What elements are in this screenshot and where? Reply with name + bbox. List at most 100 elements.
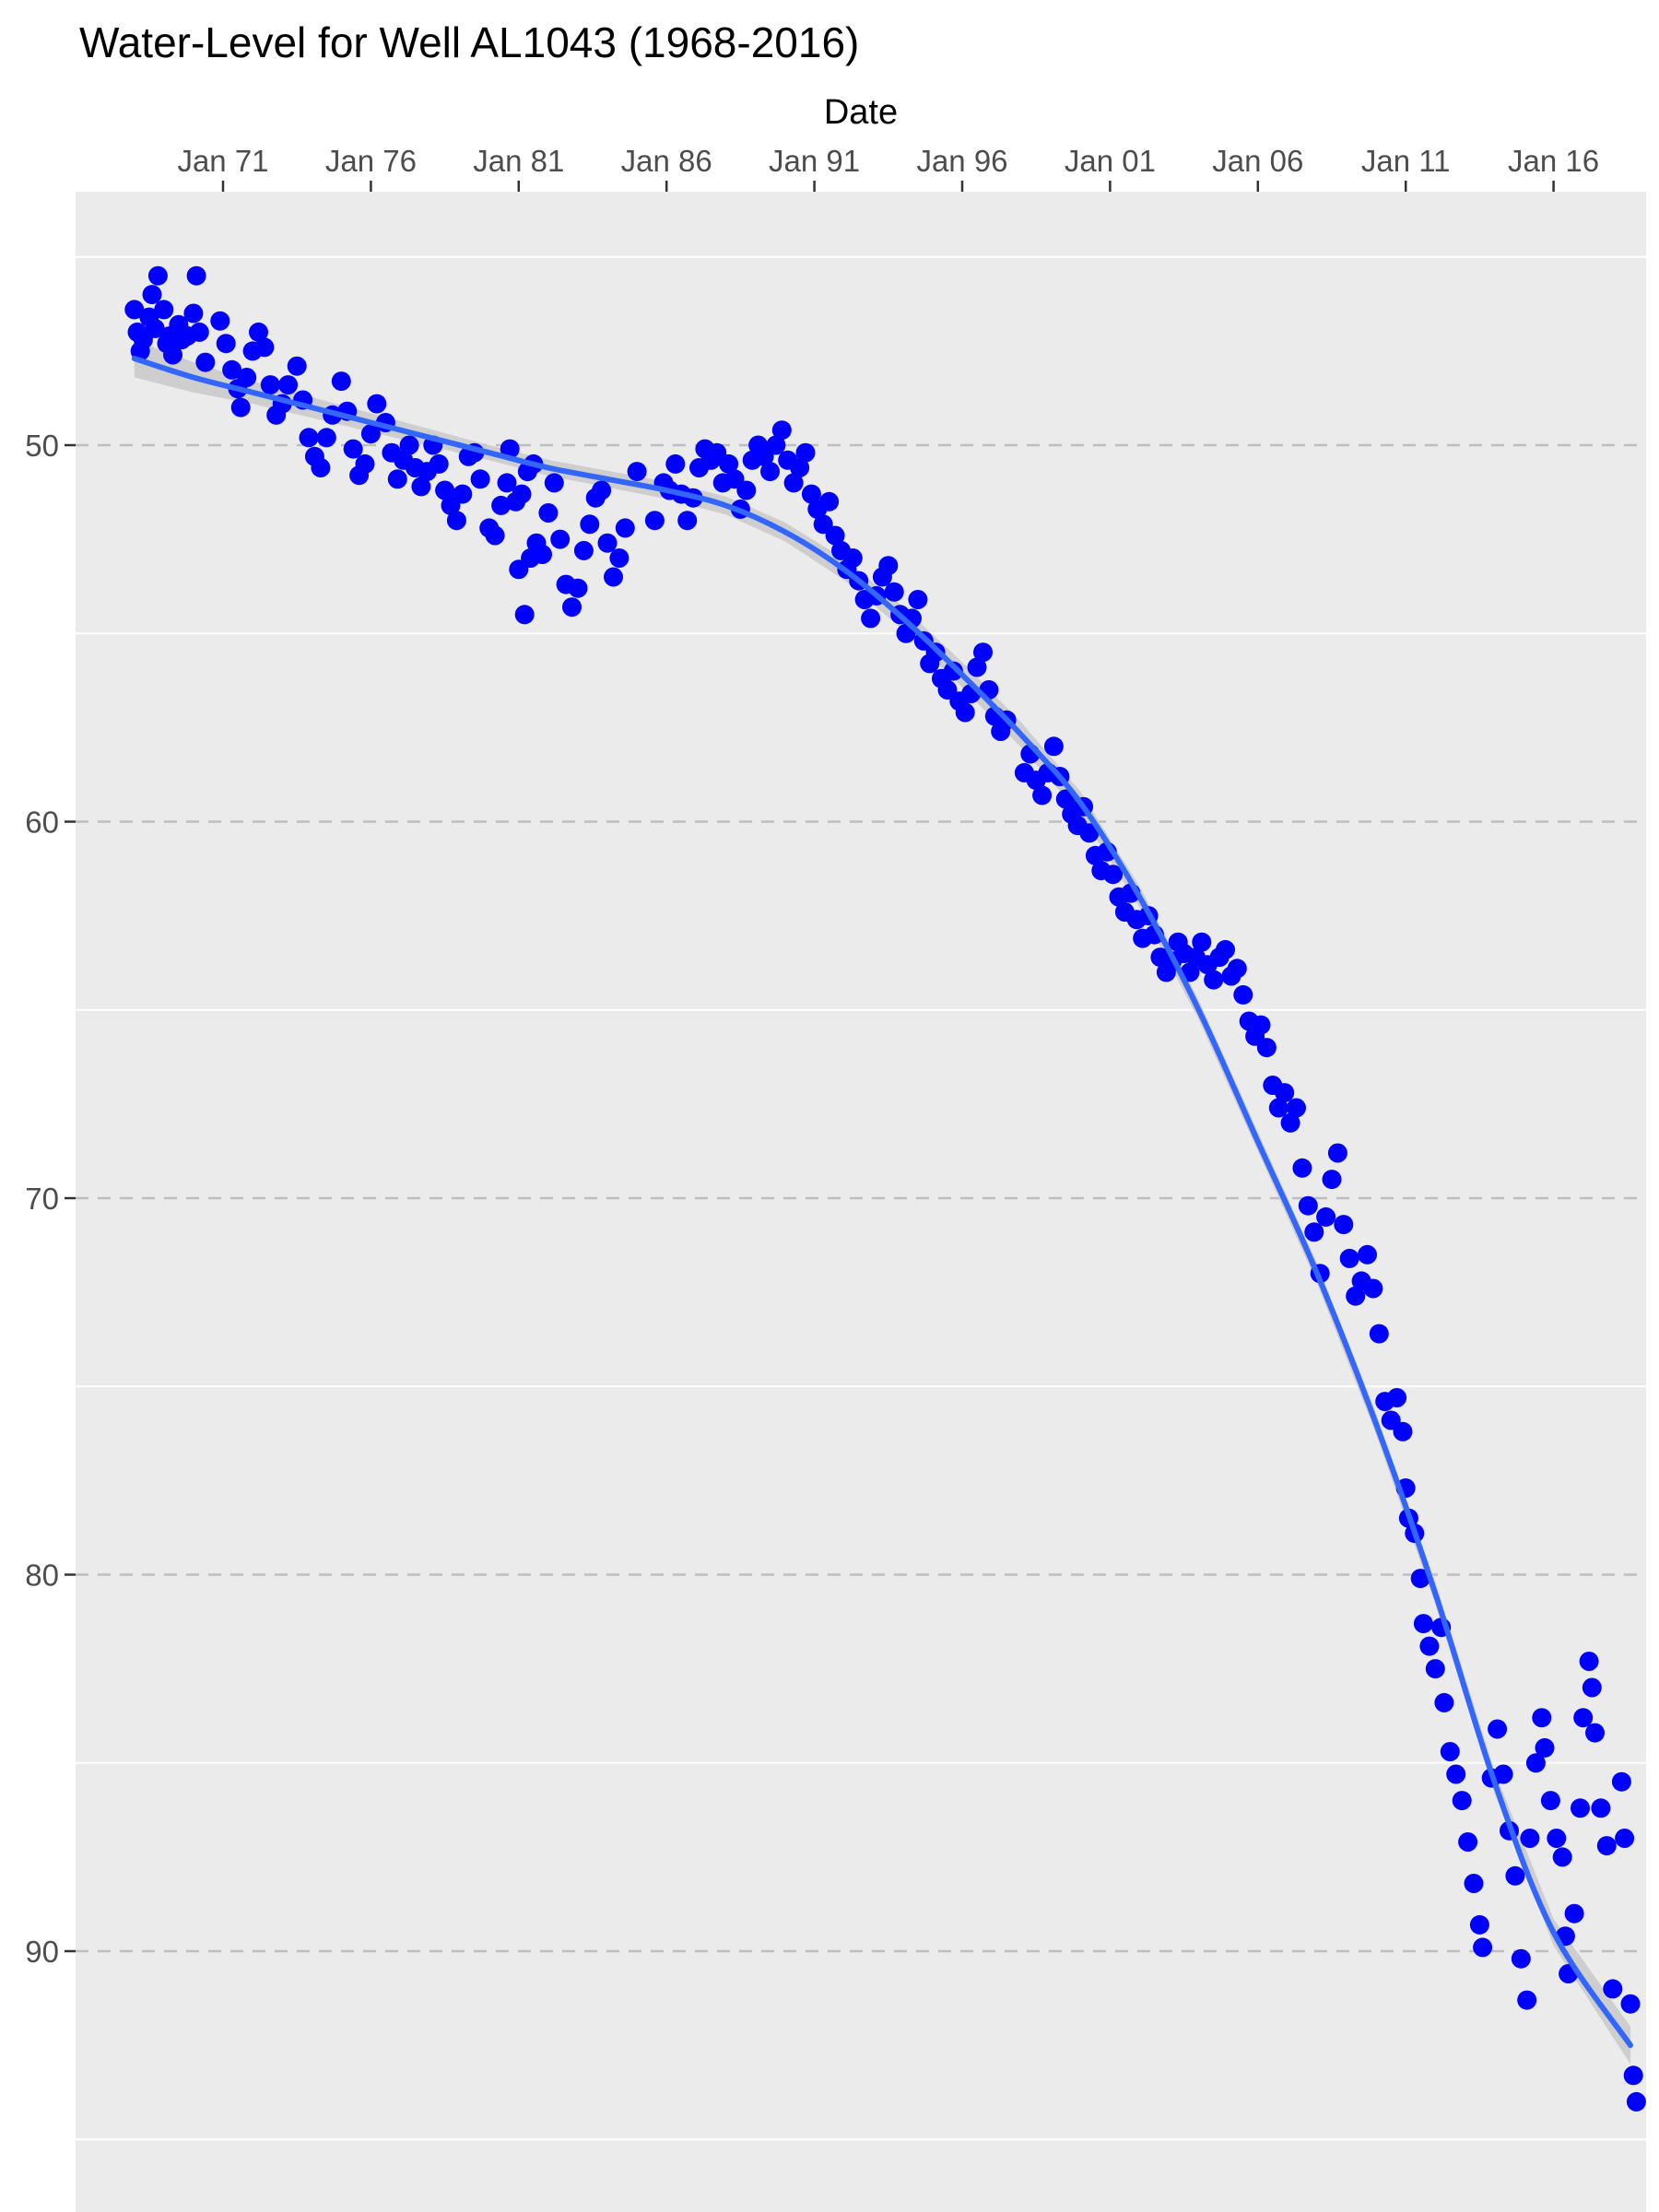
data-point bbox=[1393, 1421, 1413, 1441]
data-point bbox=[311, 458, 331, 477]
data-point bbox=[278, 375, 299, 395]
data-point bbox=[446, 511, 466, 531]
data-point bbox=[604, 567, 623, 587]
x-axis-title: Date bbox=[824, 93, 898, 132]
data-point bbox=[1103, 865, 1124, 885]
data-point bbox=[1363, 1278, 1383, 1299]
data-point bbox=[1511, 1948, 1531, 1969]
data-point bbox=[1280, 1112, 1300, 1133]
data-point bbox=[355, 453, 375, 474]
data-point bbox=[819, 491, 840, 512]
data-point bbox=[943, 661, 963, 681]
data-point bbox=[1573, 1708, 1594, 1728]
data-point bbox=[429, 453, 449, 474]
data-point bbox=[1620, 1994, 1641, 2014]
grid-lines bbox=[76, 255, 1646, 2141]
data-point bbox=[147, 265, 168, 286]
data-point bbox=[1346, 1286, 1366, 1306]
data-point bbox=[609, 548, 629, 568]
data-point bbox=[299, 428, 319, 448]
x-tick-label: Jan 86 bbox=[621, 144, 712, 178]
data-point bbox=[183, 303, 204, 324]
data-point bbox=[1540, 1791, 1560, 1811]
data-point bbox=[1571, 1798, 1590, 1818]
data-point bbox=[1525, 1753, 1546, 1773]
plot-panel bbox=[76, 192, 1646, 2212]
data-point bbox=[470, 469, 490, 489]
data-point bbox=[1322, 1170, 1342, 1190]
data-point bbox=[1334, 1215, 1354, 1235]
data-point bbox=[1043, 736, 1064, 757]
data-point bbox=[186, 265, 206, 286]
data-point bbox=[1488, 1719, 1508, 1739]
data-point bbox=[550, 529, 571, 549]
data-point bbox=[1603, 1979, 1623, 1999]
data-point bbox=[801, 484, 821, 504]
data-point bbox=[287, 356, 307, 376]
data-point bbox=[665, 453, 686, 474]
data-point bbox=[1535, 1737, 1555, 1758]
data-point bbox=[719, 453, 739, 474]
data-point bbox=[145, 318, 165, 338]
data-point bbox=[1623, 2065, 1643, 2086]
data-point bbox=[512, 484, 532, 504]
data-point bbox=[331, 371, 351, 392]
y-tick-label: 80 bbox=[25, 1559, 59, 1593]
data-point bbox=[154, 300, 174, 320]
x-tick-label: Jan 01 bbox=[1065, 144, 1156, 178]
data-point bbox=[677, 511, 698, 531]
data-point bbox=[1256, 1038, 1277, 1058]
data-point bbox=[1251, 1015, 1271, 1035]
data-point bbox=[592, 480, 612, 500]
data-point bbox=[644, 511, 665, 531]
data-point bbox=[1458, 1832, 1478, 1852]
data-point bbox=[1292, 1158, 1312, 1178]
data-point bbox=[538, 503, 559, 523]
data-point bbox=[1227, 959, 1247, 979]
data-point bbox=[1434, 1692, 1454, 1712]
data-point bbox=[795, 442, 816, 463]
data-point bbox=[1268, 1098, 1288, 1118]
data-point bbox=[736, 480, 757, 500]
y-tick-label: 50 bbox=[25, 429, 59, 463]
data-point bbox=[544, 473, 564, 493]
chart-title: Water-Level for Well AL1043 (1968-2016) bbox=[79, 18, 859, 66]
data-point bbox=[210, 311, 230, 331]
data-point bbox=[1233, 984, 1253, 1005]
data-point bbox=[908, 590, 928, 609]
data-point bbox=[491, 495, 512, 515]
data-point bbox=[497, 473, 517, 493]
data-point bbox=[230, 397, 251, 418]
data-point bbox=[1358, 1244, 1377, 1265]
y-axis: 50 60 70 80 90 bbox=[25, 429, 76, 1969]
data-point bbox=[1464, 1874, 1484, 1893]
data-point bbox=[878, 556, 899, 576]
data-point bbox=[1446, 1764, 1466, 1784]
data-point bbox=[1626, 2091, 1646, 2112]
data-point bbox=[514, 605, 535, 625]
data-point bbox=[163, 345, 182, 365]
data-point bbox=[1615, 1829, 1635, 1848]
data-point bbox=[500, 439, 520, 459]
data-point bbox=[597, 533, 618, 553]
data-point bbox=[1452, 1791, 1472, 1811]
data-point bbox=[573, 540, 594, 560]
trend-line bbox=[131, 356, 1633, 2049]
data-point bbox=[760, 462, 780, 482]
x-tick-label: Jan 11 bbox=[1361, 144, 1451, 178]
data-point bbox=[367, 394, 387, 414]
data-point bbox=[399, 435, 419, 455]
data-point bbox=[249, 322, 268, 342]
data-point bbox=[562, 597, 582, 618]
data-point bbox=[1579, 1652, 1599, 1671]
data-point bbox=[967, 657, 987, 677]
data-point bbox=[387, 469, 407, 489]
x-tick-label: Jan 71 bbox=[177, 144, 268, 178]
data-point bbox=[861, 608, 881, 629]
data-point bbox=[237, 368, 257, 387]
data-point bbox=[1505, 1865, 1525, 1886]
data-point bbox=[1552, 1847, 1572, 1867]
data-point bbox=[1596, 1836, 1617, 1856]
data-point bbox=[1387, 1388, 1407, 1407]
